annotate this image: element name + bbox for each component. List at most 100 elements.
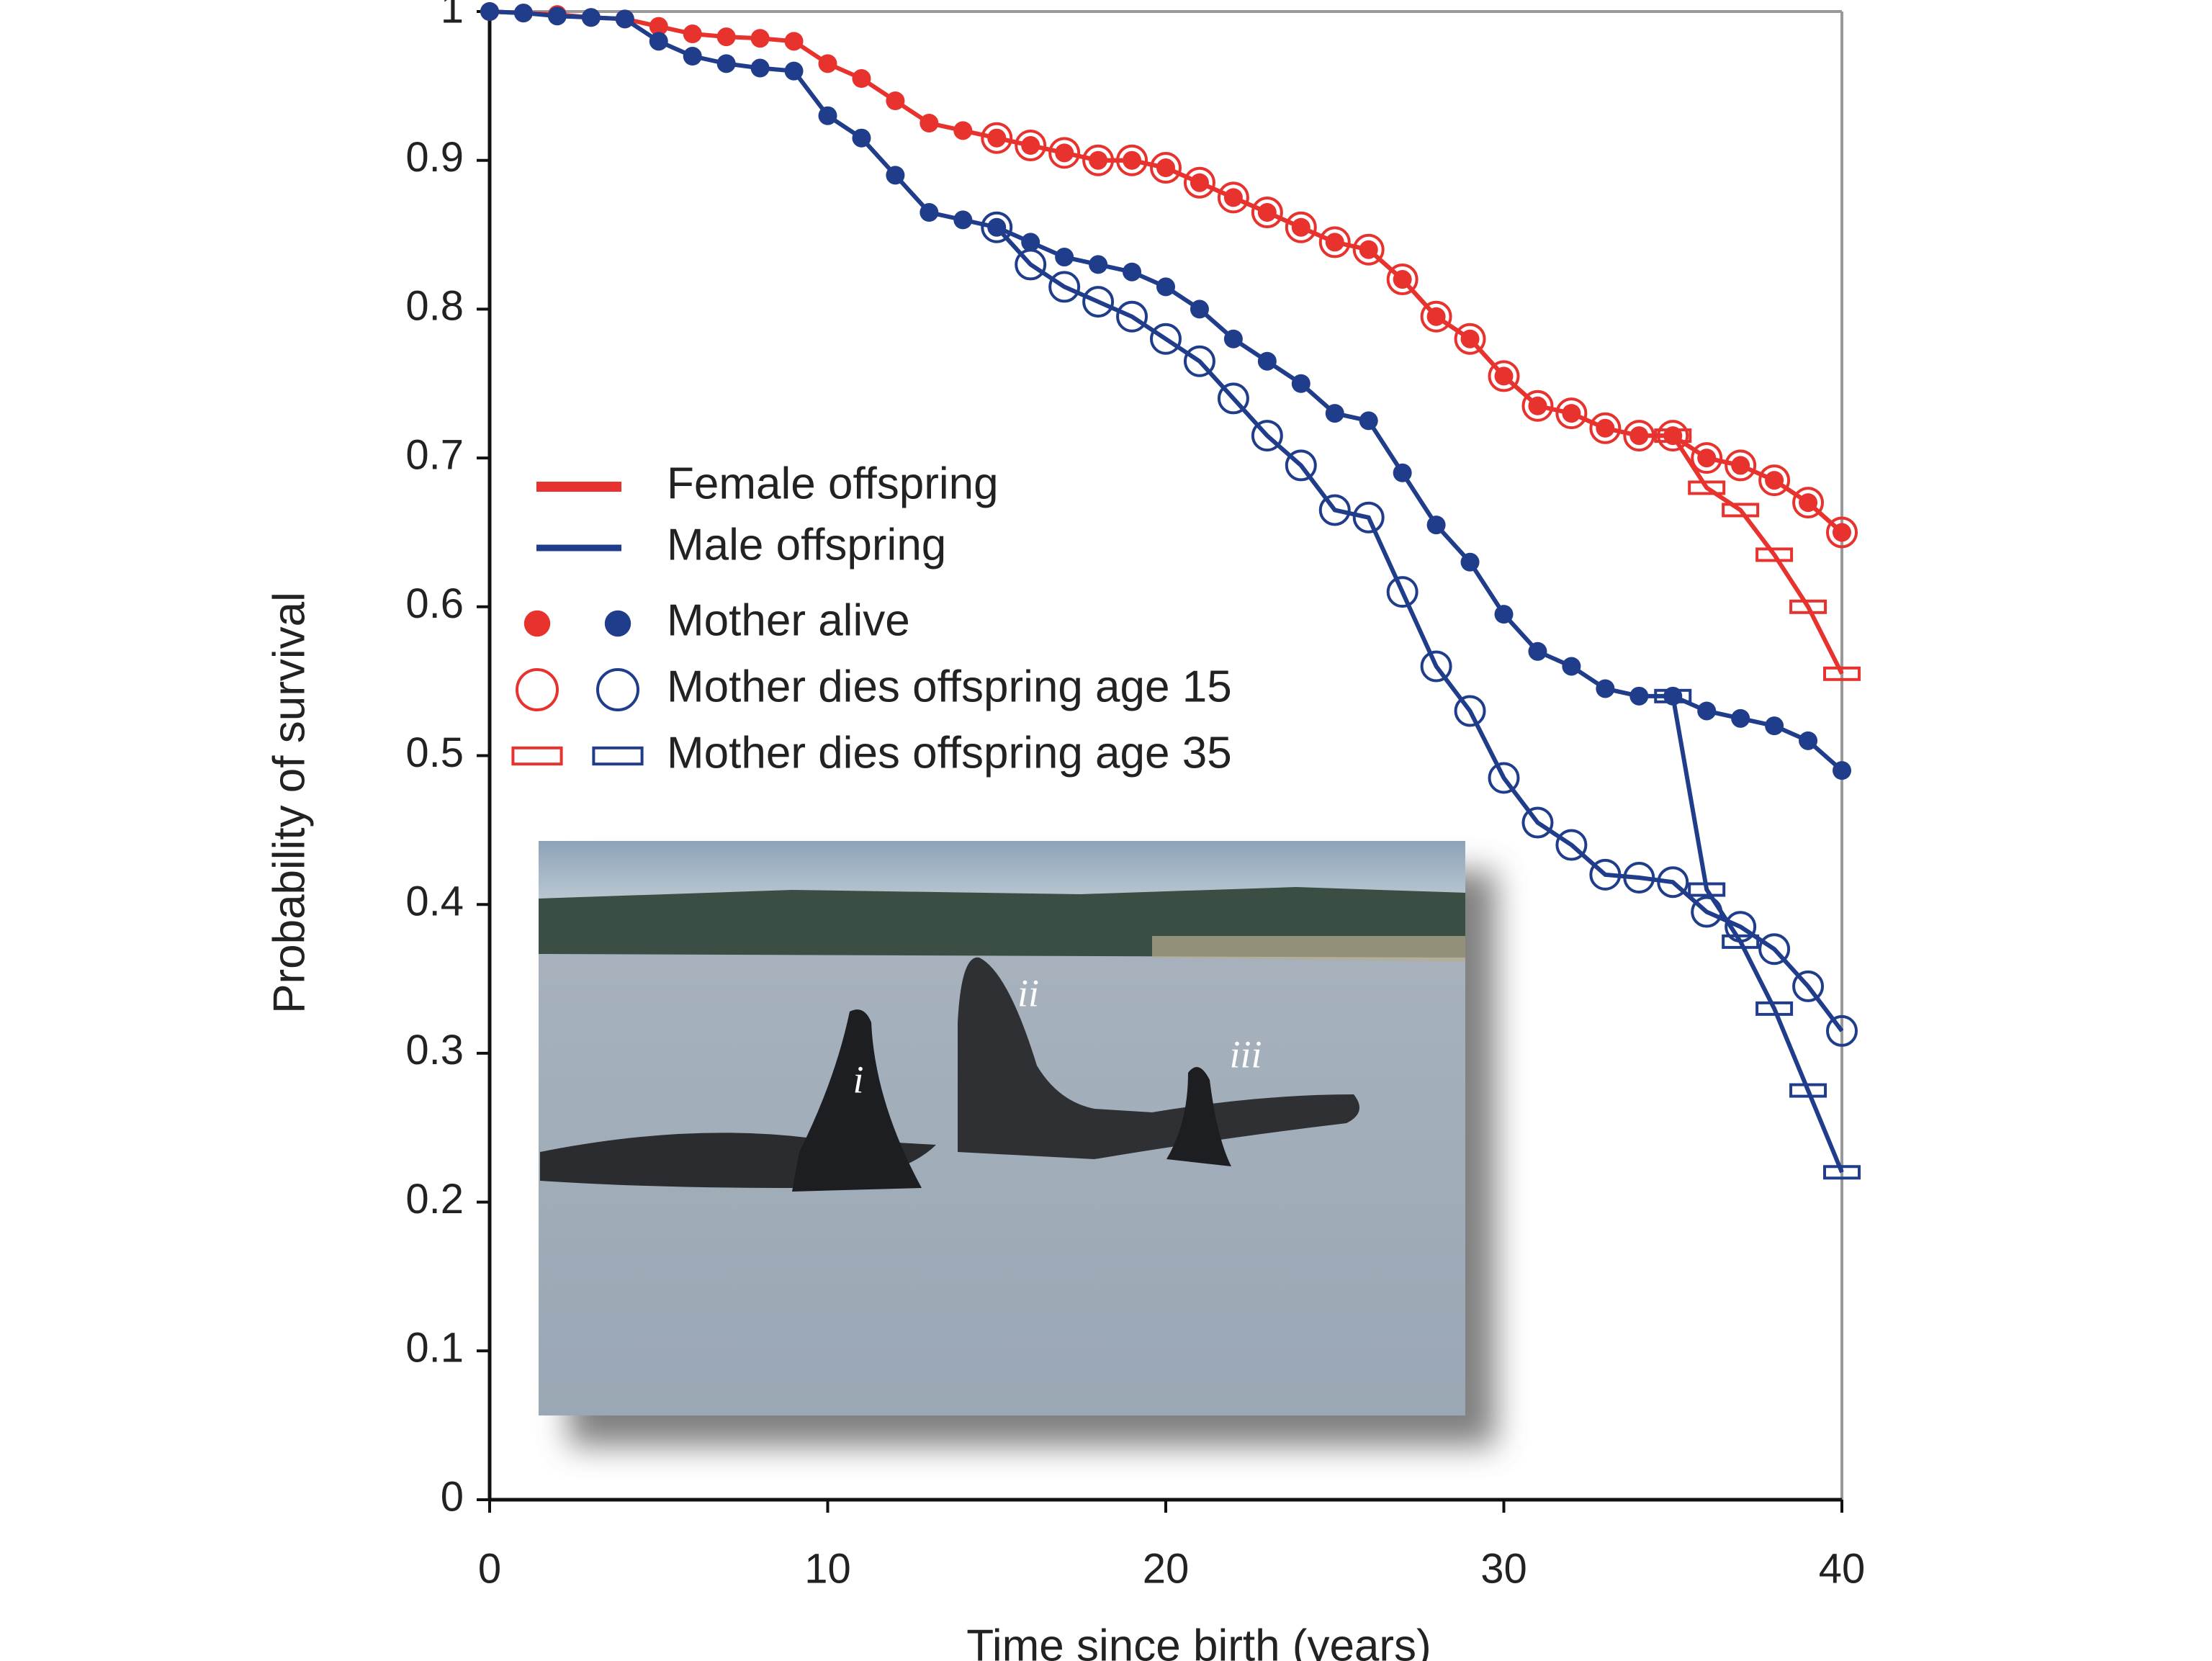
marker-circle [1116,144,1148,176]
marker-dot [1833,761,1851,780]
legend-label: Female offspring [667,459,999,508]
marker-dot [581,8,601,27]
x-tick-label: 40 [1819,1545,1866,1592]
marker-dot [1257,203,1277,222]
marker-circle [1217,382,1249,415]
marker-dot [1528,642,1547,661]
marker-dot [1765,471,1784,490]
marker-dot [1190,300,1209,319]
marker-rect [1654,428,1692,444]
marker-circle [1015,248,1047,281]
marker-circle [981,122,1013,154]
y-tick-label: 0.2 [405,1176,464,1223]
marker-circle [981,211,1013,243]
legend-label: Male offspring [667,520,946,570]
marker-dot [1325,233,1344,252]
y-tick-label: 0.7 [405,431,464,478]
marker-circle [1082,144,1115,176]
photo-beach [1152,936,1465,962]
photo: i ii iii [539,841,1496,1446]
marker-dot [852,128,871,148]
marker-dot [886,166,905,185]
marker-dot [1731,456,1750,475]
marker-circle [1657,866,1689,899]
series-line [1671,434,1844,675]
marker-circle [1521,806,1554,839]
marker-dot [649,17,668,36]
y-tick-label: 0.4 [405,878,464,925]
marker-dot [1291,374,1310,393]
marker-circle [1555,397,1588,430]
marker-dot [615,9,634,29]
series-line [1671,696,1844,1174]
marker-circle [1454,695,1486,727]
marker-dot [1528,396,1547,415]
marker-circle [1589,858,1622,891]
marker-circle [1758,464,1791,497]
marker-dot [1393,463,1412,482]
marker-dot [1765,716,1784,736]
photo-label: iii [1229,1032,1262,1076]
legend-label: Mother dies offspring age 35 [667,728,1232,778]
marker-circle [1623,861,1655,893]
marker-circle [1420,300,1452,333]
marker-dot [683,47,702,66]
marker-dot [1799,493,1818,513]
marker-dot [547,6,567,26]
marker-dot [716,27,736,47]
marker-circle [1623,420,1655,452]
x-axis-label: Time since birth (years) [966,1621,1431,1661]
marker-dot [1055,143,1074,163]
marker-circle [1285,449,1317,482]
photo-label: i [853,1058,863,1101]
marker-rect [1688,882,1726,897]
marker-dot [1426,307,1446,326]
marker-dot [1799,731,1818,750]
marker-dot [1089,150,1108,170]
marker-rect [1755,1001,1794,1016]
marker-dot [953,121,973,140]
marker-dot [1123,150,1142,170]
marker-dot [1494,366,1514,386]
marker-circle [1318,494,1351,526]
marker-circle [1150,152,1182,184]
marker-circle [1183,166,1215,199]
marker-circle [1251,420,1283,452]
y-tick-label: 0 [441,1473,464,1520]
photo-fin [1166,1067,1231,1166]
marker-rect [1755,547,1794,562]
y-tick-label: 0.6 [405,580,464,627]
marker-rect [511,746,563,766]
marker-circle [1521,390,1554,422]
marker-dot [1697,449,1717,468]
y-tick-label: 0.3 [405,1027,464,1073]
marker-dot [818,106,837,125]
marker-dot [1156,277,1175,297]
marker-dot [920,114,939,133]
marker-dot [1325,404,1344,423]
marker-circle [1725,449,1757,482]
marker-circle [1217,181,1249,214]
marker-dot [1697,701,1717,721]
photo-fin [958,957,1359,1159]
marker-dot [1359,240,1378,259]
marker-dot [987,217,1007,237]
marker-dot [1021,233,1040,252]
marker-circle [1420,650,1452,683]
legend: Female offspring Male offspring Mother ali… [511,459,1232,778]
marker-dot [1562,657,1581,676]
marker-dot [750,58,770,78]
marker-circle [1150,323,1182,355]
marker-dot [1562,404,1581,423]
x-tick-label: 10 [804,1545,851,1592]
y-tick-label: 0.5 [405,729,464,776]
marker-circle [1082,286,1115,318]
y-tick-label: 1 [441,0,464,32]
marker-circle [1826,1014,1858,1047]
series-line [489,9,1843,534]
marker-dot [1596,679,1615,698]
marker-circle [1826,516,1858,549]
legend-label: Mother alive [667,595,910,645]
marker-dot [1494,605,1514,624]
x-tick-label: 0 [478,1545,501,1592]
